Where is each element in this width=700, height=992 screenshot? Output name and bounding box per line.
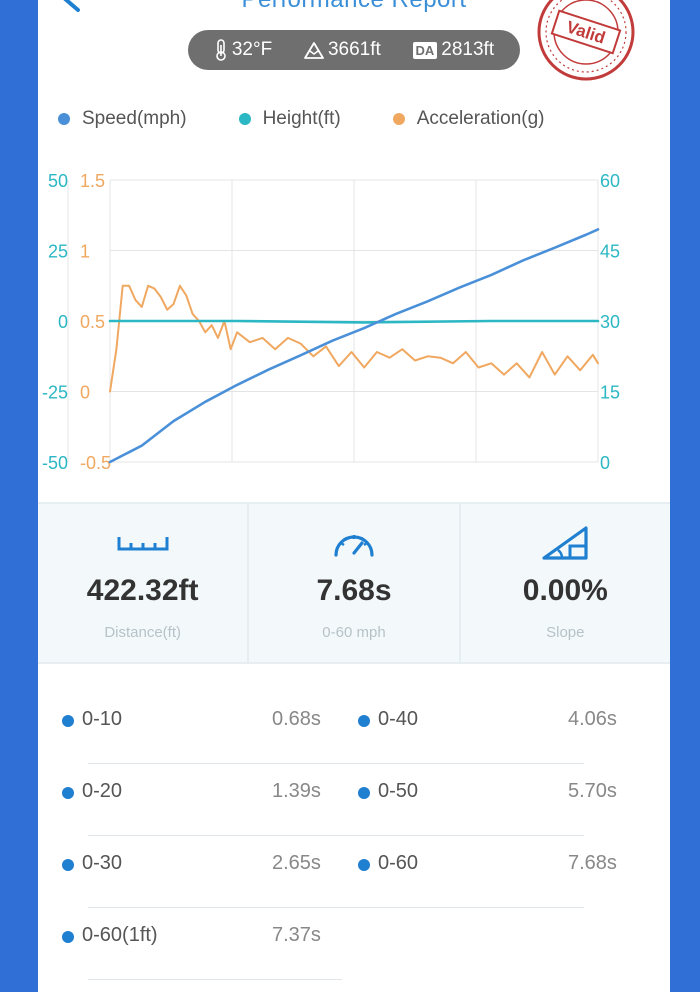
split-time: 4.06s: [568, 708, 617, 730]
stats-panel: 422.32ft Distance(ft) 7.68s 0-60 mph: [38, 502, 670, 664]
split-row-0-20: 0-20 1.39s: [38, 764, 354, 836]
temperature-readout: 32°F: [214, 39, 272, 61]
legend-height: Height(ft): [238, 108, 341, 130]
speed-axis-tick: 45: [600, 242, 620, 262]
legend-height-dot: [238, 113, 251, 125]
acceleration-axis-tick: -0.5: [80, 453, 111, 473]
speed-axis-tick: 15: [600, 383, 620, 403]
height-series-line: [108, 319, 600, 324]
ruler-icon: [117, 537, 169, 551]
divider: [330, 835, 584, 836]
split-row-0-60-1ft: 0-60(1ft) 7.37s: [38, 908, 354, 980]
split-dot: [358, 859, 370, 871]
speed-series-line: [108, 228, 600, 464]
speed-axis-tick: 30: [600, 312, 620, 332]
legend-speed: Speed(mph): [58, 108, 187, 130]
zero-sixty-value: 7.68s: [316, 574, 392, 607]
density-altitude-readout: DA 2813ft: [412, 39, 495, 61]
split-dot: [62, 931, 74, 943]
divider: [88, 763, 342, 764]
page-title: Performance Report: [38, 0, 670, 14]
split-label: 0-50: [378, 780, 419, 802]
acceleration-axis-tick: 1: [80, 242, 90, 262]
temperature-value: 32°F: [231, 39, 273, 60]
legend-acceleration-label: Acceleration(g): [416, 108, 545, 129]
slope-label: Slope: [546, 624, 585, 641]
legend-height-label: Height(ft): [262, 108, 341, 129]
split-label: 0-60: [378, 852, 419, 874]
speed-axis-tick: 60: [600, 171, 620, 191]
speed-axis-tick: 0: [600, 453, 610, 473]
split-row-0-40: 0-40 4.06s: [330, 692, 670, 764]
density-altitude-value: 2813ft: [441, 39, 495, 60]
legend-acceleration-dot: [392, 113, 405, 125]
split-dot: [62, 715, 74, 727]
split-label: 0-20: [82, 780, 123, 802]
acceleration-series-line: [109, 284, 599, 393]
height-axis-tick: 25: [48, 242, 68, 262]
height-axis-tick: 0: [58, 312, 68, 332]
mountain-icon: [304, 42, 324, 59]
split-row-0-10: 0-10 0.68s: [38, 692, 354, 764]
split-time: 0.68s: [272, 708, 321, 730]
split-time: 1.39s: [272, 780, 321, 802]
distance-value: 422.32ft: [86, 574, 199, 607]
acceleration-axis-tick: 0: [80, 383, 90, 403]
split-row-0-60: 0-60 7.68s: [330, 836, 670, 908]
divider: [88, 979, 342, 980]
legend-acceleration: Acceleration(g): [392, 108, 545, 130]
split-label: 0-40: [378, 708, 419, 730]
split-label: 0-10: [82, 708, 123, 730]
height-axis-tick: 50: [48, 171, 68, 191]
thermometer-icon: [216, 39, 226, 61]
da-badge: DA: [412, 41, 438, 59]
split-time: 2.65s: [272, 852, 321, 874]
split-time: 7.68s: [568, 852, 617, 874]
conditions-pill: 32°F 3661ft DA 2813ft: [188, 30, 520, 70]
split-row-0-50: 0-50 5.70s: [330, 764, 670, 836]
height-axis-tick: -25: [42, 383, 68, 403]
valid-stamp: Valid: [537, 0, 635, 81]
divider: [88, 835, 342, 836]
divider: [330, 763, 584, 764]
altitude-readout: 3661ft: [304, 39, 381, 61]
split-dot: [62, 787, 74, 799]
speedometer-icon: [334, 535, 374, 557]
back-arrow-icon[interactable]: [58, 0, 106, 24]
split-row-0-30: 0-30 2.65s: [38, 836, 354, 908]
split-label: 0-30: [82, 852, 123, 874]
split-time: 5.70s: [568, 780, 617, 802]
acceleration-axis-tick: 1.5: [80, 171, 105, 191]
distance-label: Distance(ft): [104, 624, 181, 641]
stat-slope: 0.00% Slope: [461, 504, 670, 662]
split-dot: [358, 787, 370, 799]
performance-chart: 50 25 0 -25 -50 1.5 1 0.5 0 -0.5 60 45 30 15 0: [42, 171, 620, 473]
altitude-value: 3661ft: [327, 39, 381, 60]
zero-sixty-label: 0-60 mph: [322, 624, 386, 641]
stat-zero-sixty: 7.68s 0-60 mph: [249, 504, 461, 662]
split-dot: [358, 715, 370, 727]
split-dot: [62, 859, 74, 871]
stat-distance: 422.32ft Distance(ft): [38, 504, 250, 662]
height-axis-tick: -50: [42, 453, 68, 473]
acceleration-axis-tick: 0.5: [80, 312, 105, 332]
legend-speed-label: Speed(mph): [82, 108, 187, 129]
split-time: 7.37s: [272, 924, 321, 946]
legend-speed-dot: [58, 113, 70, 125]
slope-value: 0.00%: [522, 574, 608, 607]
divider: [330, 907, 584, 908]
slope-icon: [542, 526, 588, 560]
split-label: 0-60(1ft): [82, 924, 158, 946]
divider: [88, 907, 342, 908]
app-screen: Performance Report 32°F 3661ft DA 2813ft: [38, 0, 670, 992]
chart-legend: Speed(mph) Height(ft) Acceleration(g): [58, 108, 544, 130]
